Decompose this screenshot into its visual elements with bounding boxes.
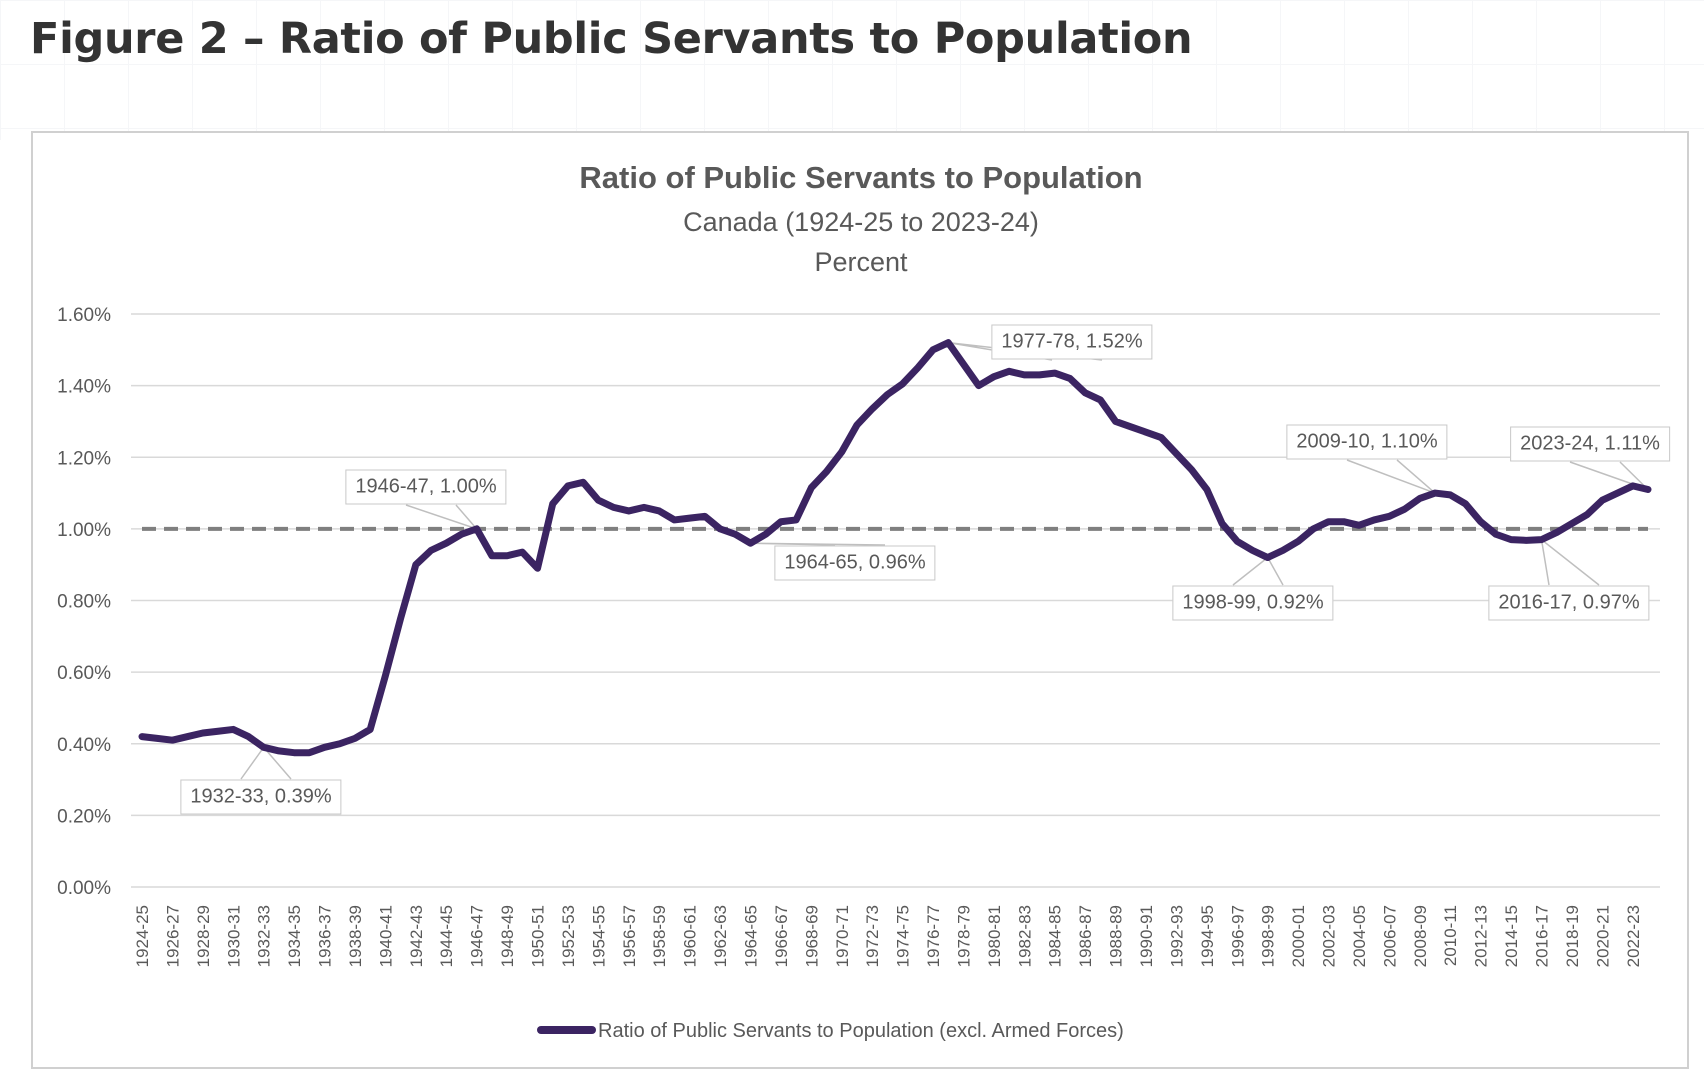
y-tick-label: 1.60% — [57, 305, 111, 326]
x-tick-label: 1934-35 — [285, 905, 304, 967]
leader-line — [1540, 537, 1600, 586]
x-tick-label: 2000-01 — [1289, 905, 1308, 967]
series-layer — [138, 339, 1652, 757]
x-tick-label: 1982-83 — [1015, 905, 1034, 967]
leader-line — [1232, 556, 1284, 586]
x-tick-label: 2012-13 — [1472, 905, 1491, 967]
y-tick-label: 0.00% — [57, 878, 111, 899]
x-tick-label: 1936-37 — [316, 905, 335, 967]
background-grid — [0, 0, 1704, 140]
leader-line — [405, 504, 480, 531]
x-tick-label: 1976-77 — [924, 905, 943, 967]
x-tick-label: 2006-07 — [1380, 905, 1399, 967]
x-tick-label: 1946-47 — [468, 905, 487, 967]
x-tick-label: 1960-61 — [681, 905, 700, 967]
x-tick-label: 2008-09 — [1411, 905, 1430, 967]
y-tick-label: 1.40% — [57, 377, 111, 398]
x-tick-label: 1932-33 — [255, 905, 274, 967]
gridlines — [131, 313, 1660, 888]
x-tick-label: 1930-31 — [224, 905, 243, 967]
x-tick-label: 1968-69 — [802, 905, 821, 967]
y-tick-label: 0.80% — [57, 592, 111, 613]
x-tick-label: 2018-19 — [1563, 905, 1582, 967]
x-tick-label: 1974-75 — [894, 905, 913, 967]
x-tick-label: 1940-41 — [376, 905, 395, 967]
x-tick-label: 1966-67 — [772, 905, 791, 967]
data-label-callout: 2016-17, 0.97% — [1488, 585, 1650, 621]
x-tick-label: 1998-99 — [1259, 905, 1278, 967]
x-tick-label: 1952-53 — [559, 905, 578, 967]
x-tick-label: 1994-95 — [1198, 905, 1217, 967]
x-tick-label: 1986-87 — [1076, 905, 1095, 967]
x-tick-label: 1956-57 — [620, 905, 639, 967]
x-tick-label: 1984-85 — [1046, 905, 1065, 967]
x-tick-label: 2020-21 — [1593, 905, 1612, 967]
leader-line — [1346, 459, 1436, 494]
x-tick-label: 1948-49 — [498, 905, 517, 967]
series-line — [138, 339, 1652, 757]
x-tick-label: 2014-15 — [1502, 905, 1521, 967]
figure-title: Figure 2 – Ratio of Public Servants to P… — [30, 14, 1193, 64]
x-tick-label: 1962-63 — [711, 905, 730, 967]
x-tick-label: 2016-17 — [1533, 905, 1552, 967]
x-axis-tick-labels: 1924-25 1926-27 1928-29 1930-31 1932-33 1934-… — [133, 905, 1643, 967]
data-label-callout: 2023-24, 1.11% — [1510, 426, 1670, 462]
x-tick-label: 1950-51 — [529, 905, 548, 967]
x-tick-label: 1988-89 — [1107, 905, 1126, 967]
data-label-callout: 1998-99, 0.92% — [1172, 585, 1334, 621]
y-tick-label: 1.20% — [57, 448, 111, 469]
x-tick-label: 1944-45 — [437, 905, 456, 967]
x-tick-label: 2022-23 — [1624, 905, 1643, 967]
x-tick-label: 1964-65 — [741, 905, 760, 967]
x-tick-label: 1978-79 — [954, 905, 973, 967]
x-tick-label: 1942-43 — [407, 905, 426, 967]
legend-label: Ratio of Public Servants to Population (… — [598, 1020, 1124, 1042]
data-label-callout: 1932-33, 0.39% — [180, 779, 342, 815]
x-tick-label: 1996-97 — [1228, 905, 1247, 967]
y-tick-label: 1.00% — [57, 520, 111, 541]
chart-title: Ratio of Public Servants to Population — [579, 160, 1142, 195]
x-tick-label: 1954-55 — [589, 905, 608, 967]
data-label-callout: 1977-78, 1.52% — [991, 324, 1153, 360]
y-tick-label: 0.60% — [57, 663, 111, 684]
x-tick-label: 1972-73 — [863, 905, 882, 967]
data-label-callout: 1946-47, 1.00% — [345, 469, 507, 505]
x-tick-label: 1990-91 — [1137, 905, 1156, 967]
x-tick-label: 1958-59 — [650, 905, 669, 967]
x-tick-label: 1924-25 — [133, 905, 152, 967]
chart-unit-label: Percent — [814, 247, 908, 277]
y-axis-tick-labels: 0.00% 0.20% 0.40% 0.60% 0.80% 1.00% 1.20% 1.40%… — [57, 305, 111, 899]
x-tick-label: 2004-05 — [1350, 905, 1369, 967]
x-tick-label: 1980-81 — [985, 905, 1004, 967]
x-tick-label: 2010-11 — [1441, 905, 1460, 966]
x-tick-label: 2002-03 — [1320, 905, 1339, 967]
x-tick-label: 1970-71 — [833, 905, 852, 967]
y-tick-label: 0.20% — [57, 806, 111, 827]
data-label-callout: 1964-65, 0.96% — [774, 545, 936, 581]
x-tick-label: 1926-27 — [163, 905, 182, 967]
x-tick-label: 1992-93 — [1167, 905, 1186, 967]
chart-subtitle: Canada (1924-25 to 2023-24) — [683, 207, 1039, 237]
x-tick-label: 1928-29 — [194, 905, 213, 967]
x-tick-label: 1938-39 — [346, 905, 365, 967]
data-label-callout: 2009-10, 1.10% — [1286, 424, 1448, 460]
annotation-leader-lines — [240, 341, 1649, 780]
y-tick-label: 0.40% — [57, 735, 111, 756]
